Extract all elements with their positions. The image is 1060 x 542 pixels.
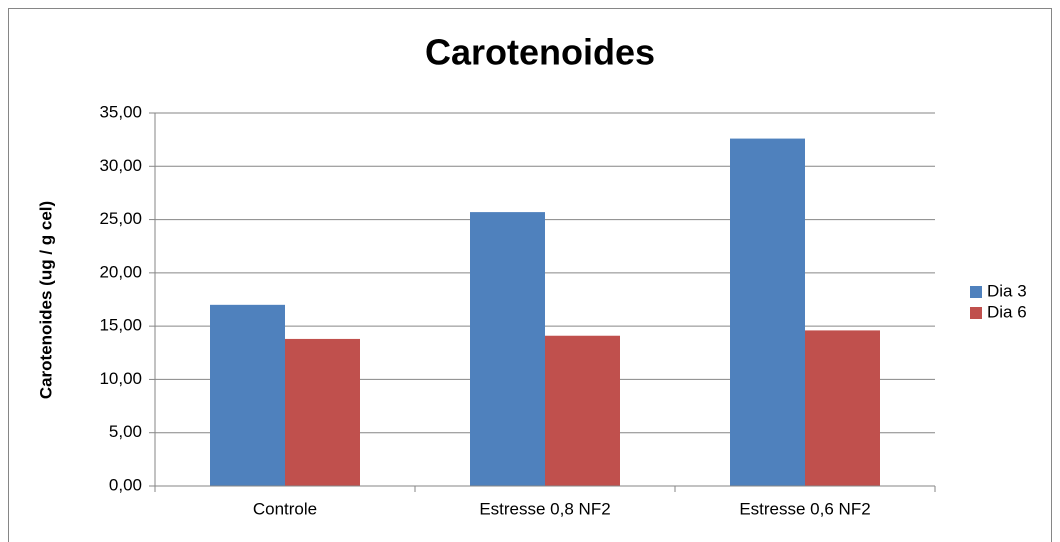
- bar: [285, 338, 360, 486]
- x-tick-label: Estresse 0,8 NF2: [479, 499, 610, 518]
- bar: [545, 335, 620, 486]
- y-tick-label: 10,00: [99, 369, 142, 388]
- x-tick-label: Estresse 0,6 NF2: [739, 499, 870, 518]
- legend-swatch: [970, 307, 982, 319]
- y-tick-label: 5,00: [109, 422, 142, 441]
- y-tick-label: 0,00: [109, 475, 142, 494]
- y-tick-label: 30,00: [99, 156, 142, 175]
- bar: [470, 212, 545, 486]
- legend-label: Dia 3: [987, 281, 1027, 300]
- legend-label: Dia 6: [987, 302, 1027, 321]
- chart-title: Carotenoides: [425, 32, 655, 73]
- bar: [210, 304, 285, 486]
- y-tick-label: 20,00: [99, 262, 142, 281]
- y-axis-label: Carotenoides (ug / g cel): [36, 201, 55, 399]
- legend-swatch: [970, 286, 982, 298]
- x-tick-label: Controle: [253, 499, 317, 518]
- y-tick-label: 35,00: [99, 102, 142, 121]
- y-tick-label: 15,00: [99, 316, 142, 335]
- y-tick-label: 25,00: [99, 209, 142, 228]
- bar: [805, 330, 880, 486]
- bar: [730, 138, 805, 486]
